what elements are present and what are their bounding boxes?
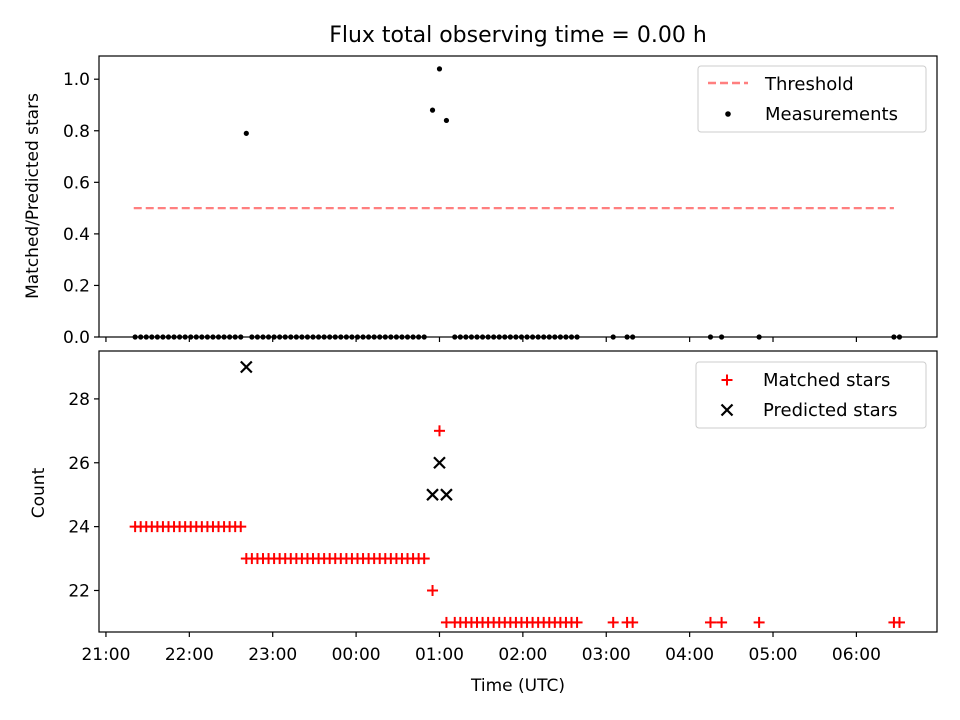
legend-threshold-label: Threshold [764,74,854,95]
predicted-star-point-b [240,360,253,374]
legend-matched-swatch [721,374,733,386]
predicted-star-point [240,360,253,374]
top-y-tick-label: 0.6 [63,173,90,193]
bottom-y-tick-label: 22 [68,581,90,601]
measurement-point [436,66,443,72]
legend-predicted-swatch [720,403,734,417]
bottom-x-tick-label: 04:00 [665,645,714,665]
legend-plus-mark [721,374,733,386]
legend-x-mark [720,403,734,417]
legend-predicted-label: Predicted stars [763,400,897,421]
matched-star-point [753,616,765,628]
top-y-tick-label: 1.0 [63,70,90,90]
measurement-point [429,107,436,113]
predicted-star-point [433,456,446,470]
top-plot-area: 0.0 0.2 0.4 0.6 0.8 1.0 [63,55,938,348]
top-y-tick-label: 0.8 [63,122,90,142]
bottom-y-tick-label: 24 [68,518,90,538]
top-y-tick-label: 0.2 [63,276,90,296]
top-chart-title: Flux total observing time = 0.00 h [329,23,707,48]
matched-star-point [627,616,639,628]
bottom-legend-box [695,361,927,429]
legend-matched-label: Matched stars [763,370,890,391]
bottom-x-tick-label: 01:00 [415,645,464,665]
matched-star-point [704,616,716,628]
predicted-star-point-b [433,456,446,470]
bottom-plot-area: 22 24 26 28 21:00 22:00 23:00 00:00 01:00 02:00 03… [68,350,938,665]
bottom-y-tick-label: 26 [68,454,90,474]
matched-star-point [571,616,583,628]
legend-x-mark-b [720,403,734,417]
bottom-x-tick-label: 22:00 [165,645,214,665]
predicted-star-point [440,488,453,501]
bottom-x-tick-label: 23:00 [248,645,297,665]
legend-measurements-swatch [725,111,731,117]
top-legend: Threshold Measurements [697,65,927,133]
measurement-point [443,117,450,124]
predicted-star-point [426,488,439,501]
matched-star-point [607,616,619,628]
matched-star-point [433,425,445,437]
top-y-axis-label: Matched/Predicted stars [23,93,43,299]
bottom-x-tick-label: 06:00 [832,645,881,665]
top-axes-frame [98,55,938,338]
bottom-legend: Matched stars Predicted stars [695,361,927,429]
top-legend-box [697,65,927,133]
x-axis-label: Time (UTC) [470,676,565,696]
measurement-point [243,130,249,136]
predicted-star-point-b [426,488,439,501]
bottom-x-tick-label: 21:00 [81,645,130,665]
top-y-tick-label: 0.4 [63,225,90,245]
bottom-x-tick-label: 02:00 [498,645,547,665]
bottom-y-tick-label: 28 [68,390,90,410]
matched-star-point [235,521,247,533]
matched-star-point [716,616,728,628]
predicted-star-point-b [440,488,453,501]
legend-measurements-label: Measurements [765,104,898,125]
matched-star-point [418,553,430,565]
bottom-x-tick-label: 00:00 [332,645,381,665]
bottom-x-tick-label: 05:00 [749,645,798,665]
matched-star-point [427,584,439,596]
bottom-axes-frame [98,350,938,633]
bottom-x-tick-label: 03:00 [582,645,631,665]
matched-star-point [893,616,905,628]
bottom-y-axis-label: Count [29,467,49,518]
top-y-tick-label: 0.0 [63,328,90,348]
